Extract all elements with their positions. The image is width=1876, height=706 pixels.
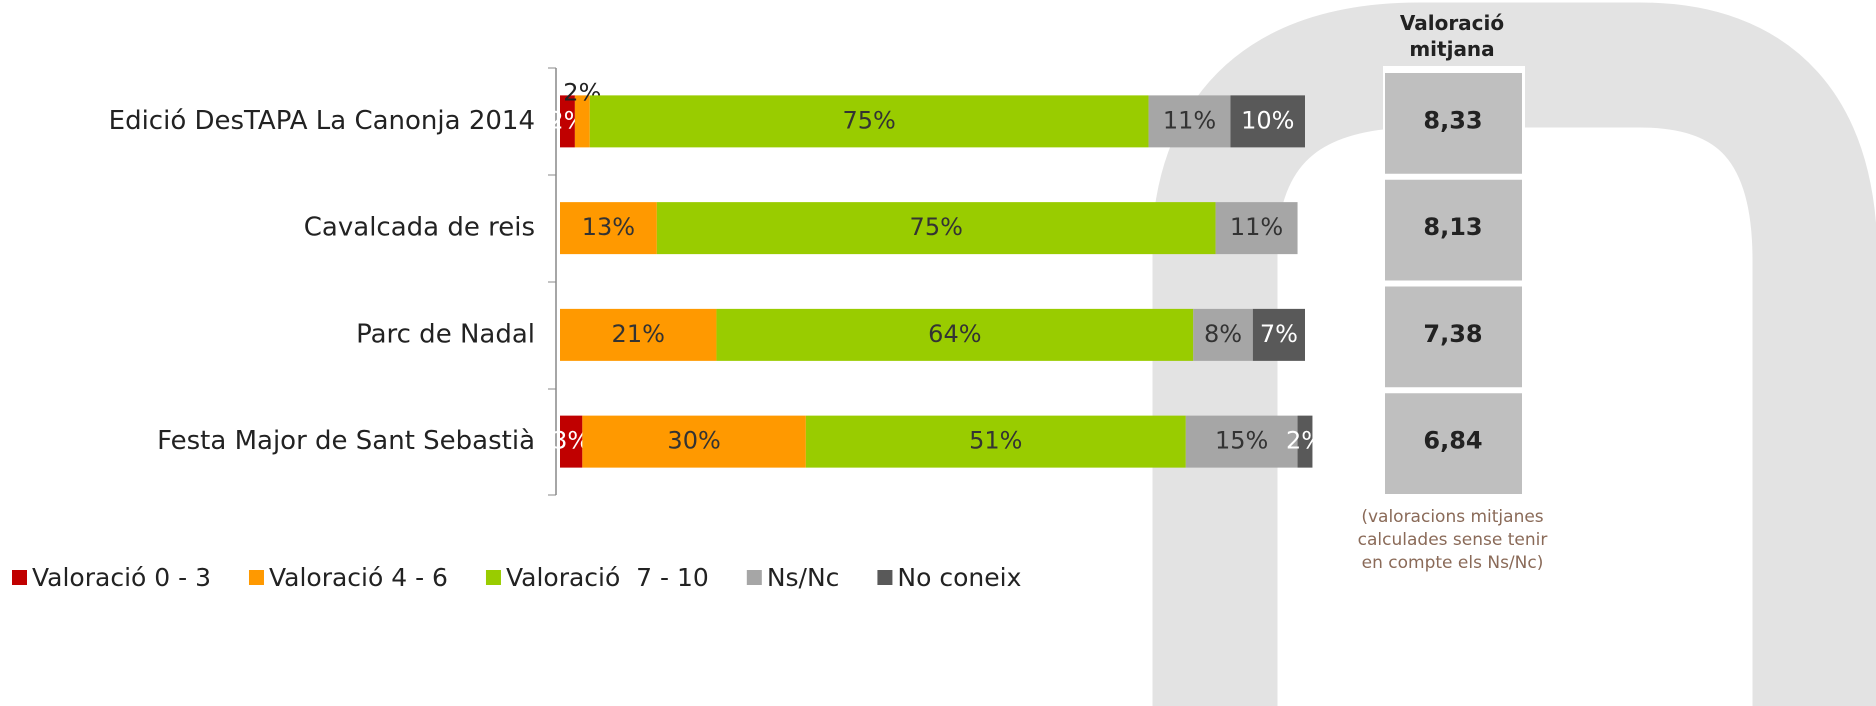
bar-segment [1185, 415, 1298, 468]
average-note: (valoracions mitjanes calculades sense t… [1357, 507, 1548, 573]
average-box [1385, 179, 1522, 281]
bar-segment [1252, 308, 1305, 361]
data-label: 15% [1215, 427, 1268, 455]
bar-segment [582, 415, 806, 468]
bar-segment [1193, 308, 1253, 361]
category-label: Parc de Nadal [356, 319, 535, 349]
data-label: 30% [667, 427, 720, 455]
category-label: Cavalcada de reis [304, 213, 535, 243]
average-box [1385, 393, 1522, 494]
data-label: 8% [1204, 320, 1242, 348]
bar-segment [560, 95, 575, 148]
legend-label: Ns/Nc [767, 563, 840, 592]
category-axis [548, 67, 557, 496]
background-logo [1152, 2, 1876, 706]
bar-segment [716, 308, 1194, 361]
legend-label: Valoració 7 - 10 [506, 563, 709, 592]
average-box [1385, 286, 1522, 388]
average-value: 8,13 [1423, 213, 1482, 241]
average-value: 6,84 [1423, 427, 1482, 455]
legend-swatch [248, 570, 264, 585]
data-label: 2% [1286, 427, 1324, 455]
bar-segment [656, 202, 1216, 255]
bar-segment [1297, 415, 1313, 468]
average-value: 7,38 [1423, 320, 1482, 348]
bar-segment [1148, 95, 1231, 148]
data-label: 11% [1163, 106, 1216, 134]
legend-label: No coneix [897, 563, 1021, 592]
data-label: 75% [843, 106, 896, 134]
data-label: 75% [910, 213, 963, 241]
category-label: Festa Major de Sant Sebastià [157, 426, 535, 456]
data-label: 51% [969, 427, 1022, 455]
bar-segment [560, 202, 657, 255]
data-label: 11% [1230, 213, 1283, 241]
data-label: 64% [928, 320, 981, 348]
legend-swatch [877, 570, 893, 585]
legend-label: Valoració 4 - 6 [269, 563, 448, 592]
legend-swatch [746, 570, 762, 585]
data-label: 21% [612, 320, 665, 348]
legend-swatch [485, 570, 501, 585]
bar-segment [805, 415, 1186, 468]
bar-segment [560, 308, 717, 361]
legend-label: Valoració 0 - 3 [32, 563, 211, 592]
average-box [1385, 73, 1522, 174]
bar-segment [1215, 202, 1298, 255]
average-title: Valoració mitjana [1399, 11, 1505, 61]
bar-segment [1230, 95, 1305, 148]
average-value: 8,33 [1423, 106, 1482, 134]
bar-segment [589, 95, 1149, 148]
data-label: 13% [582, 213, 635, 241]
data-label: 7% [1260, 320, 1298, 348]
data-label: 10% [1241, 106, 1294, 134]
bar-segment [574, 95, 590, 148]
legend-swatch [12, 570, 27, 585]
category-label: Edició DesTAPA La Canonja 2014 [109, 106, 535, 136]
bar-segment [560, 415, 583, 468]
